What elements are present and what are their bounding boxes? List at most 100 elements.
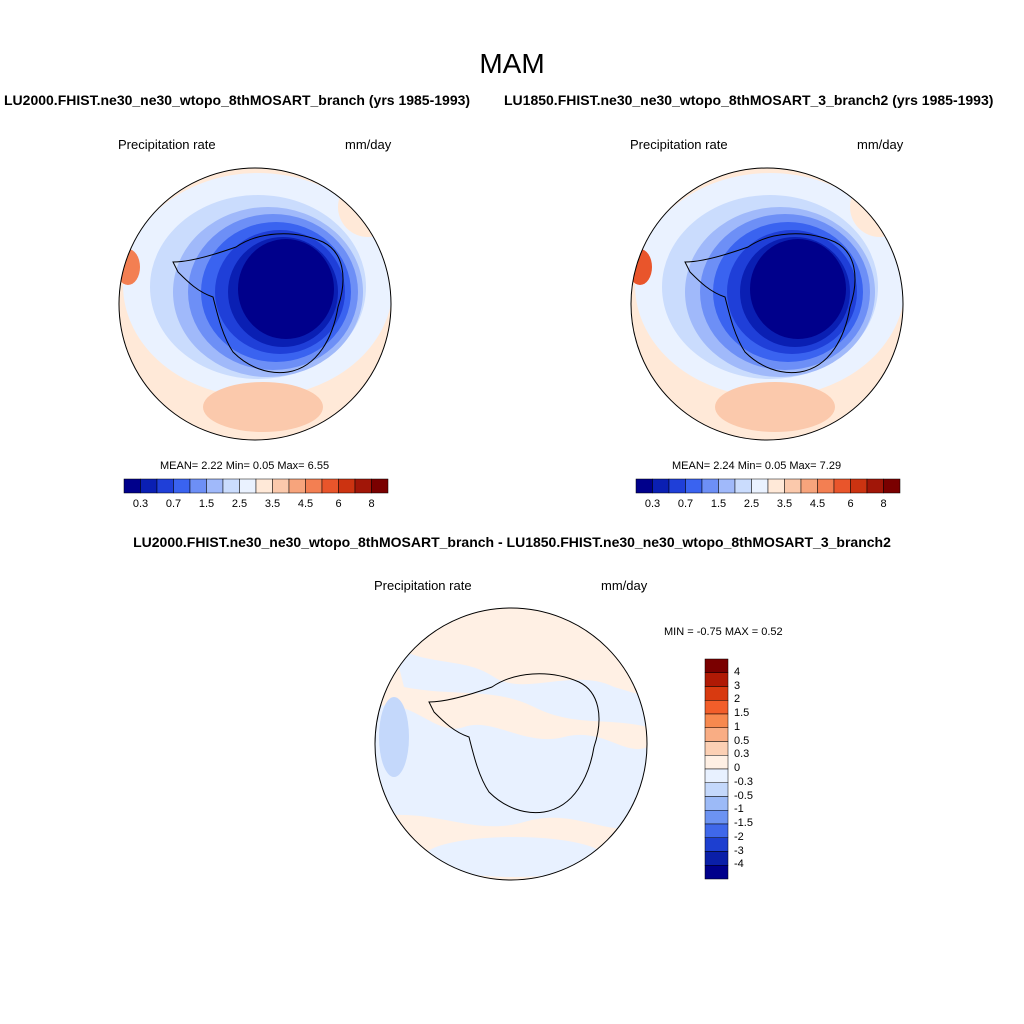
colorbar-tick-label: 2.5 <box>231 498 248 510</box>
colorbar-tick-label: 4.5 <box>297 498 314 510</box>
colorbar-swatch <box>704 851 729 866</box>
panel1-case-title: LU2000.FHIST.ne30_ne30_wtopo_8thMOSART_b… <box>4 92 471 108</box>
colorbar-tick-label: 1 <box>734 720 741 733</box>
panel3-stats: MIN = -0.75 MAX = 0.52 <box>664 626 783 638</box>
panel2-colorbar <box>635 478 901 494</box>
panel3-case-title: LU2000.FHIST.ne30_ne30_wtopo_8thMOSART_b… <box>133 534 891 550</box>
panel2-case-title: LU1850.FHIST.ne30_ne30_wtopo_8thMOSART_3… <box>504 92 994 108</box>
colorbar-swatch <box>704 658 729 673</box>
colorbar-swatch <box>305 478 323 494</box>
colorbar-tick-label: 0 <box>734 762 741 774</box>
colorbar-swatch <box>652 478 670 494</box>
colorbar-swatch <box>704 810 729 825</box>
panel1-units-label: mm/day <box>345 137 392 152</box>
colorbar-swatch <box>704 672 729 687</box>
panel1-stats: MEAN= 2.22 Min= 0.05 Max= 6.55 <box>160 460 330 472</box>
colorbar-tick-label: 6 <box>335 498 342 510</box>
colorbar-swatch <box>701 478 719 494</box>
colorbar-tick-label: 4.5 <box>809 498 826 510</box>
colorbar-swatch <box>704 700 729 715</box>
colorbar-swatch <box>850 478 868 494</box>
colorbar-tick-label: -0.3 <box>734 775 753 788</box>
colorbar-tick-label: 3.5 <box>776 498 793 510</box>
panel1-map <box>118 167 392 441</box>
panel3-units-label: mm/day <box>601 578 648 593</box>
colorbar-swatch <box>189 478 207 494</box>
colorbar-swatch <box>156 478 174 494</box>
colorbar-tick-label: 6 <box>847 498 854 510</box>
colorbar-swatch <box>704 686 729 701</box>
colorbar-swatch <box>685 478 703 494</box>
panel1-colorbar <box>123 478 389 494</box>
colorbar-swatch <box>140 478 158 494</box>
colorbar-swatch <box>767 478 785 494</box>
colorbar-tick-label: 0.7 <box>677 498 694 510</box>
colorbar-tick-label: 0.3 <box>644 498 661 510</box>
colorbar-tick-label: 3 <box>734 679 741 692</box>
colorbar-tick-label: 4 <box>734 665 741 678</box>
colorbar-swatch <box>866 478 884 494</box>
panel2-map <box>630 167 904 441</box>
colorbar-tick-label: 8 <box>368 498 375 510</box>
colorbar-swatch <box>704 865 729 880</box>
colorbar-tick-label: -2 <box>734 830 744 843</box>
colorbar-tick-label: 1.5 <box>734 707 750 719</box>
colorbar-tick-label: -1 <box>734 803 744 816</box>
colorbar-swatch <box>123 478 141 494</box>
colorbar-tick-label: -4 <box>734 858 744 871</box>
colorbar-swatch <box>718 478 736 494</box>
colorbar-tick-label: 2 <box>734 693 741 706</box>
colorbar-swatch <box>817 478 835 494</box>
panel2-variable-label: Precipitation rate <box>630 137 728 152</box>
colorbar-tick-label: 0.7 <box>165 498 182 510</box>
colorbar-swatch <box>833 478 851 494</box>
colorbar-swatch <box>354 478 372 494</box>
colorbar-swatch <box>635 478 653 494</box>
panel3-colorbar <box>704 658 729 880</box>
colorbar-swatch <box>239 478 257 494</box>
colorbar-swatch <box>704 837 729 852</box>
colorbar-swatch <box>704 741 729 756</box>
colorbar-swatch <box>704 755 729 770</box>
panel3-map <box>374 607 648 881</box>
colorbar-tick-label: 1.5 <box>198 498 215 510</box>
figure-title: MAM <box>479 48 545 79</box>
colorbar-swatch <box>222 478 240 494</box>
colorbar-swatch <box>321 478 339 494</box>
colorbar-tick-label: 0.5 <box>734 734 750 747</box>
colorbar-swatch <box>255 478 273 494</box>
colorbar-tick-label: 2.5 <box>743 498 760 510</box>
panel2-stats: MEAN= 2.24 Min= 0.05 Max= 7.29 <box>672 460 842 472</box>
panel3-variable-label: Precipitation rate <box>374 578 472 593</box>
colorbar-tick-label: -3 <box>734 844 744 857</box>
colorbar-tick-label: 0.3 <box>734 748 750 761</box>
colorbar-swatch <box>704 727 729 742</box>
colorbar-tick-label: -1.5 <box>734 817 753 829</box>
colorbar-swatch <box>734 478 752 494</box>
colorbar-tick-label: 1.5 <box>710 498 727 510</box>
colorbar-tick-label: 3.5 <box>264 498 281 510</box>
colorbar-swatch <box>704 713 729 728</box>
colorbar-swatch <box>704 768 729 783</box>
colorbar-swatch <box>800 478 818 494</box>
colorbar-swatch <box>704 782 729 797</box>
panel1-variable-label: Precipitation rate <box>118 137 216 152</box>
colorbar-swatch <box>272 478 290 494</box>
colorbar-swatch <box>288 478 306 494</box>
panel3-coastline <box>428 673 600 814</box>
colorbar-swatch <box>751 478 769 494</box>
panel2-units-label: mm/day <box>857 137 904 152</box>
colorbar-tick-label: 8 <box>880 498 887 510</box>
colorbar-swatch <box>206 478 224 494</box>
colorbar-swatch <box>704 823 729 838</box>
colorbar-swatch <box>883 478 901 494</box>
colorbar-swatch <box>371 478 389 494</box>
colorbar-swatch <box>338 478 356 494</box>
panel1-coastline <box>172 233 344 374</box>
colorbar-swatch <box>704 796 729 811</box>
colorbar-tick-label: -0.5 <box>734 789 753 802</box>
colorbar-tick-label: 0.3 <box>132 498 149 510</box>
colorbar-swatch <box>173 478 191 494</box>
colorbar-swatch <box>668 478 686 494</box>
colorbar-swatch <box>784 478 802 494</box>
